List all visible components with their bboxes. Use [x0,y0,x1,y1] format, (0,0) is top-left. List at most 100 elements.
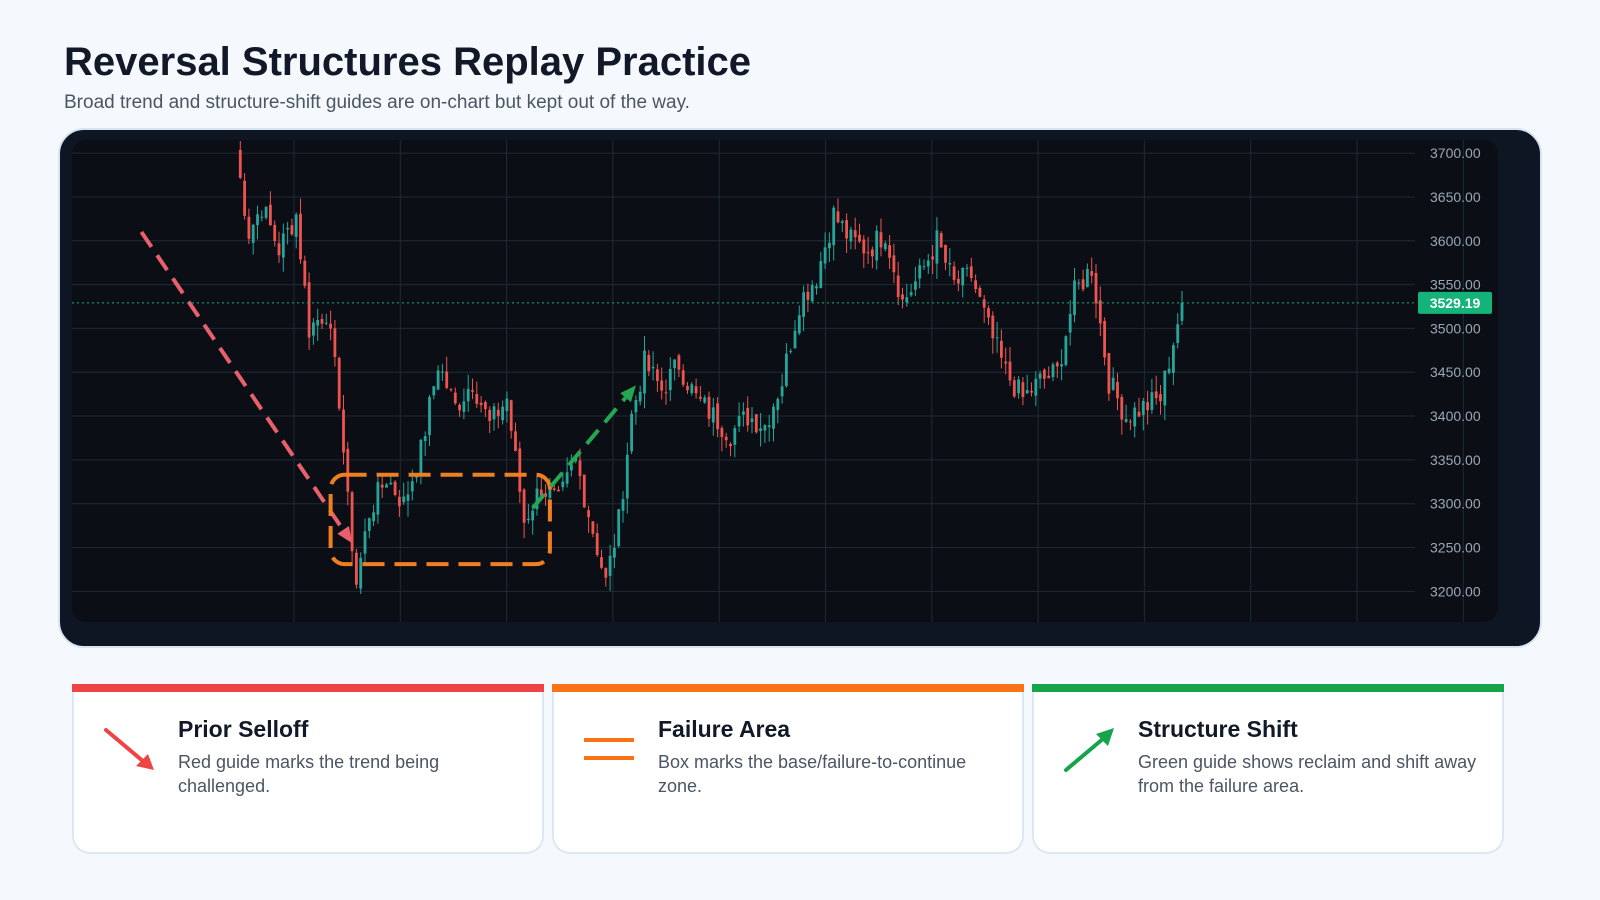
candle-body [1004,361,1008,364]
candle-body [1038,373,1042,379]
candlestick-chart[interactable]: 3700.00 3650.00 3600.00 3550.00 3500.00 3450.… [60,130,1540,646]
chart-panel[interactable]: 3700.00 3650.00 3600.00 3550.00 3500.00 3450.… [58,128,1542,648]
candle-body [1154,391,1158,399]
candle-body [1116,382,1119,399]
orange-double-line-icon [584,738,634,760]
candle-body [595,533,599,555]
candle-body [514,431,517,451]
candle-body [243,180,246,216]
y-tick-label: 3250.00 [1430,540,1481,556]
candle-body [1111,377,1115,390]
candle-body [488,409,492,421]
candle-body [1077,282,1081,284]
candle-body [1107,353,1111,394]
candle-body [389,482,393,485]
candle-body [634,400,638,413]
candle-body [466,388,470,402]
candle-body [664,392,668,394]
candle-body [333,328,337,357]
candle-body [496,409,500,417]
candle-body [995,337,999,339]
page-subtitle: Broad trend and structure-shift guides a… [64,92,690,113]
candle-body [570,464,573,471]
candle-body [600,557,603,568]
candle-body [690,384,694,394]
candle-body [565,472,569,484]
candle-body [303,260,307,286]
candle-body [380,484,384,488]
candle-body [711,407,715,423]
candle-body [810,284,814,302]
candle-body [918,265,922,279]
candle-body [1163,370,1167,406]
candle-body [1064,336,1068,365]
candle-body [879,232,883,248]
candle-body [1047,375,1051,379]
candle-body [410,481,414,492]
candle-body [269,204,272,226]
candle-body [935,230,939,264]
candle-body [535,488,539,509]
candle-body [660,380,664,391]
candle-body [423,436,427,442]
candle-body [759,428,762,432]
candle-body [1034,378,1038,396]
candle-body [1025,390,1029,394]
candle-body [1124,418,1128,422]
candle-body [643,350,646,394]
candle-body [281,233,285,258]
card-title: Structure Shift [1138,716,1298,742]
candle-body [1129,421,1132,423]
y-tick-label: 3350.00 [1430,452,1481,468]
price-axis: 3700.00 3650.00 3600.00 3550.00 3500.00 3450.… [72,145,1492,599]
candle-body [832,207,836,246]
candle-body [312,322,315,336]
candle-body [518,448,522,492]
candle-body [785,353,788,387]
candle-body [286,227,289,230]
candle-body [604,567,608,578]
y-tick-label: 3700.00 [1430,145,1481,161]
candle-body [965,267,969,269]
candle-body [449,389,453,391]
candle-body [587,510,590,518]
candle-body [522,489,526,523]
candle-body [944,244,947,263]
y-tick-label: 3550.00 [1430,277,1481,293]
last-price-tag [1418,291,1492,314]
candle-body [905,297,909,303]
card-description: Green guide shows reclaim and shift away… [1138,752,1477,796]
candle-body [419,439,423,475]
candle-body [681,370,685,385]
candle-body [789,351,793,353]
y-tick-label: 3650.00 [1430,189,1481,205]
candle-body [836,211,840,223]
candle-body [1081,279,1085,290]
candle-body [896,275,900,297]
candle-body [608,555,612,576]
candle-body [1051,364,1055,378]
candle-body [845,220,848,239]
candle-body [251,224,255,243]
candle-body [505,398,509,412]
candle-body [1103,320,1106,358]
candle-body [1146,402,1149,411]
candle-body [647,354,651,372]
candle-body [656,369,659,381]
candle-body [729,443,732,447]
candle-body [621,499,625,511]
candle-body [901,294,904,300]
candle-body [754,414,758,433]
candle-body [1030,390,1033,393]
candle-body [931,256,934,260]
candle-body [823,247,827,264]
candle-body [982,299,986,308]
candle-body [475,393,479,404]
candle-body [406,494,410,501]
candle-body [453,392,457,404]
candle-body [539,489,543,496]
candle-body [320,319,324,324]
candle-body [393,481,397,496]
card-accent-stripe [552,684,1024,692]
candle-body [819,261,823,289]
